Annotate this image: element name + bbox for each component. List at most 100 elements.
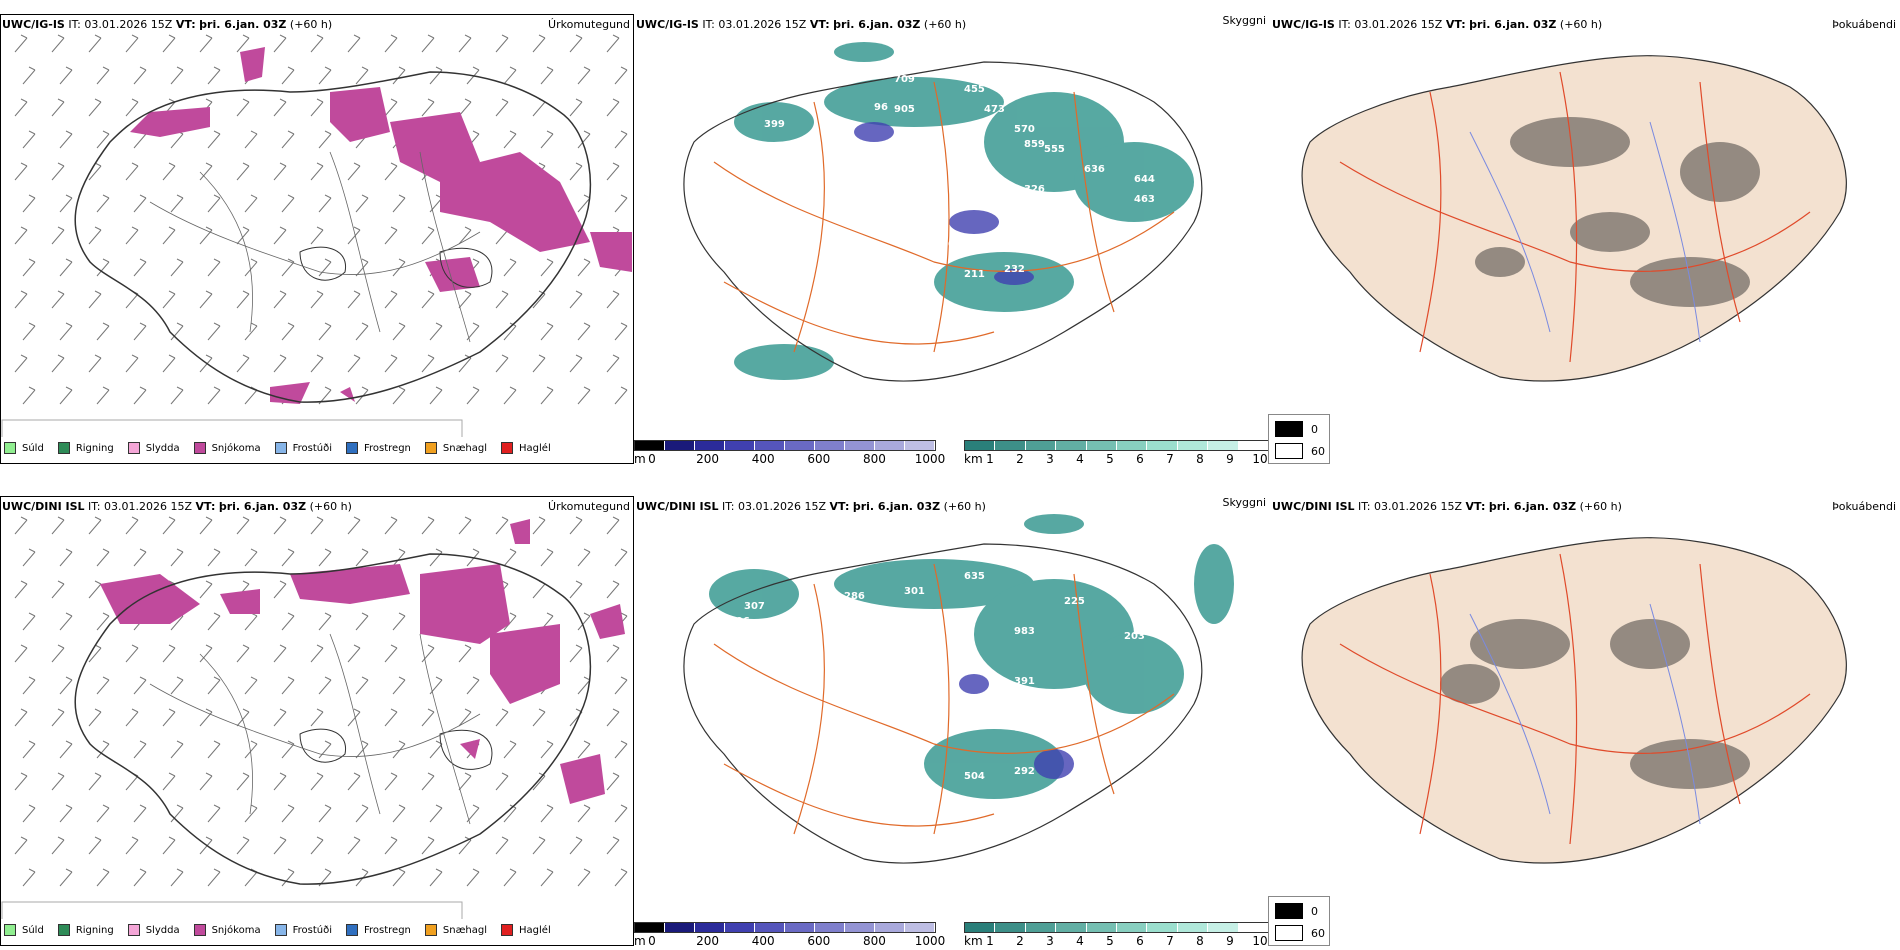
wind-barb	[236, 772, 250, 791]
wind-barb	[569, 98, 583, 117]
wind-barb	[133, 66, 147, 85]
wind-barb	[614, 130, 628, 149]
wind-barb	[162, 226, 176, 245]
wind-barb	[236, 644, 250, 663]
visibility-value-label: 473	[984, 104, 1005, 115]
wind-barb	[207, 676, 221, 695]
panel-header: UWC/IG-IS IT: 03.01.2026 15Z VT: þri. 6.…	[2, 18, 630, 32]
colorbar-segment	[665, 441, 695, 450]
wind-barb	[310, 516, 324, 535]
wind-barb	[51, 34, 65, 53]
colorbar-segment	[1177, 441, 1209, 450]
colorbar-tick-label: 9	[1226, 934, 1234, 948]
wind-barb	[236, 836, 250, 855]
wind-barb	[96, 740, 110, 759]
wind-barb	[133, 740, 147, 759]
colorbar-segment	[755, 923, 785, 932]
wind-barb	[392, 66, 406, 85]
wind-barb	[51, 354, 65, 373]
it-label: IT:	[702, 18, 715, 31]
lead-time: (+60 h)	[289, 18, 333, 31]
wind-barb	[125, 98, 139, 117]
wind-barb	[347, 162, 361, 181]
precip-legend-item: Snjókoma	[193, 924, 261, 936]
wind-barb	[22, 548, 36, 567]
wind-barb	[421, 772, 435, 791]
wind-barb	[96, 868, 110, 887]
vt-value: þri. 6.jan. 03Z	[199, 18, 287, 31]
precip-legend-swatch	[346, 924, 358, 936]
colorbar-segment	[725, 441, 755, 450]
wind-barb	[22, 804, 36, 823]
visibility-unit: km	[964, 452, 983, 466]
wind-barb	[170, 322, 184, 341]
wind-barb	[88, 708, 102, 727]
wind-barb	[384, 98, 398, 117]
panel-header: UWC/IG-IS IT: 03.01.2026 15Z VT: þri. 6.…	[1272, 18, 1896, 32]
wind-barb	[421, 836, 435, 855]
wind-barb	[421, 98, 435, 117]
wind-barb	[355, 676, 369, 695]
wind-barb	[96, 548, 110, 567]
vt-value: þri. 6.jan. 03Z	[852, 500, 941, 513]
wind-barb	[51, 516, 65, 535]
model-name: UWC/DINI ISL	[1272, 500, 1355, 513]
visibility-value-label: 859	[1024, 139, 1045, 150]
wind-barb	[59, 868, 73, 887]
colorbar-segment	[875, 441, 905, 450]
it-value: 03.01.2026 15Z	[104, 500, 193, 513]
colorbar-segment	[905, 441, 935, 450]
visibility-value-label: 211	[964, 269, 985, 280]
visibility-map: 399 338 709 905 96 455 473 570 859 555 326 636 644 46…	[683, 42, 1203, 382]
wind-barb	[273, 354, 287, 373]
precip-legend-swatch	[193, 442, 206, 454]
wind-barb	[281, 322, 295, 341]
wind-barb	[199, 516, 213, 535]
wind-barb	[244, 130, 258, 149]
colorbar-segment	[1208, 923, 1239, 932]
wind-barb	[532, 772, 546, 791]
colorbar-tick-label: 9	[1226, 452, 1234, 466]
wind-barb	[347, 354, 361, 373]
wind-barb	[244, 194, 258, 213]
wind-barb	[392, 548, 406, 567]
colorbar-segment	[695, 441, 725, 450]
wind-barb	[125, 34, 139, 53]
colorbar-tick-label: 5	[1106, 934, 1114, 948]
coastline	[683, 543, 1203, 864]
fog-map	[1301, 537, 1847, 864]
visibility-value-label: 983	[1014, 626, 1035, 637]
wind-barb	[392, 258, 406, 277]
wind-barb	[22, 130, 36, 149]
wind-barb	[88, 226, 102, 245]
precip-map	[1, 516, 628, 919]
wind-barb	[281, 66, 295, 85]
visibility-value-label: 292	[1014, 766, 1035, 777]
wind-barb	[281, 194, 295, 213]
wind-barb	[569, 580, 583, 599]
wind-barb	[133, 194, 147, 213]
wind-barb	[606, 836, 620, 855]
wind-barb	[532, 34, 546, 53]
precip-legend-label: Snæhagl	[442, 442, 488, 454]
wind-barb	[170, 548, 184, 567]
wind-barb	[606, 354, 620, 373]
wind-barb	[606, 162, 620, 181]
wind-barb	[458, 644, 472, 663]
wind-barb	[281, 548, 295, 567]
wind-barb	[318, 258, 332, 277]
wind-barb	[421, 290, 435, 309]
visibility-value-label: 225	[1064, 596, 1085, 607]
vt-label: VT:	[175, 18, 196, 31]
wind-barb	[577, 66, 591, 85]
visibility-value-label: 327	[1054, 194, 1075, 205]
fog-title: Þokuábendi	[1832, 500, 1896, 513]
wind-barb	[207, 66, 221, 85]
wind-barb	[495, 772, 509, 791]
wind-barb	[384, 772, 398, 791]
it-label: IT:	[722, 500, 735, 513]
visibility-value-label: 635	[964, 571, 985, 582]
visibility-value-label: 22	[934, 352, 948, 363]
wind-barb	[466, 676, 480, 695]
it-value: 03.01.2026 15Z	[84, 18, 173, 31]
